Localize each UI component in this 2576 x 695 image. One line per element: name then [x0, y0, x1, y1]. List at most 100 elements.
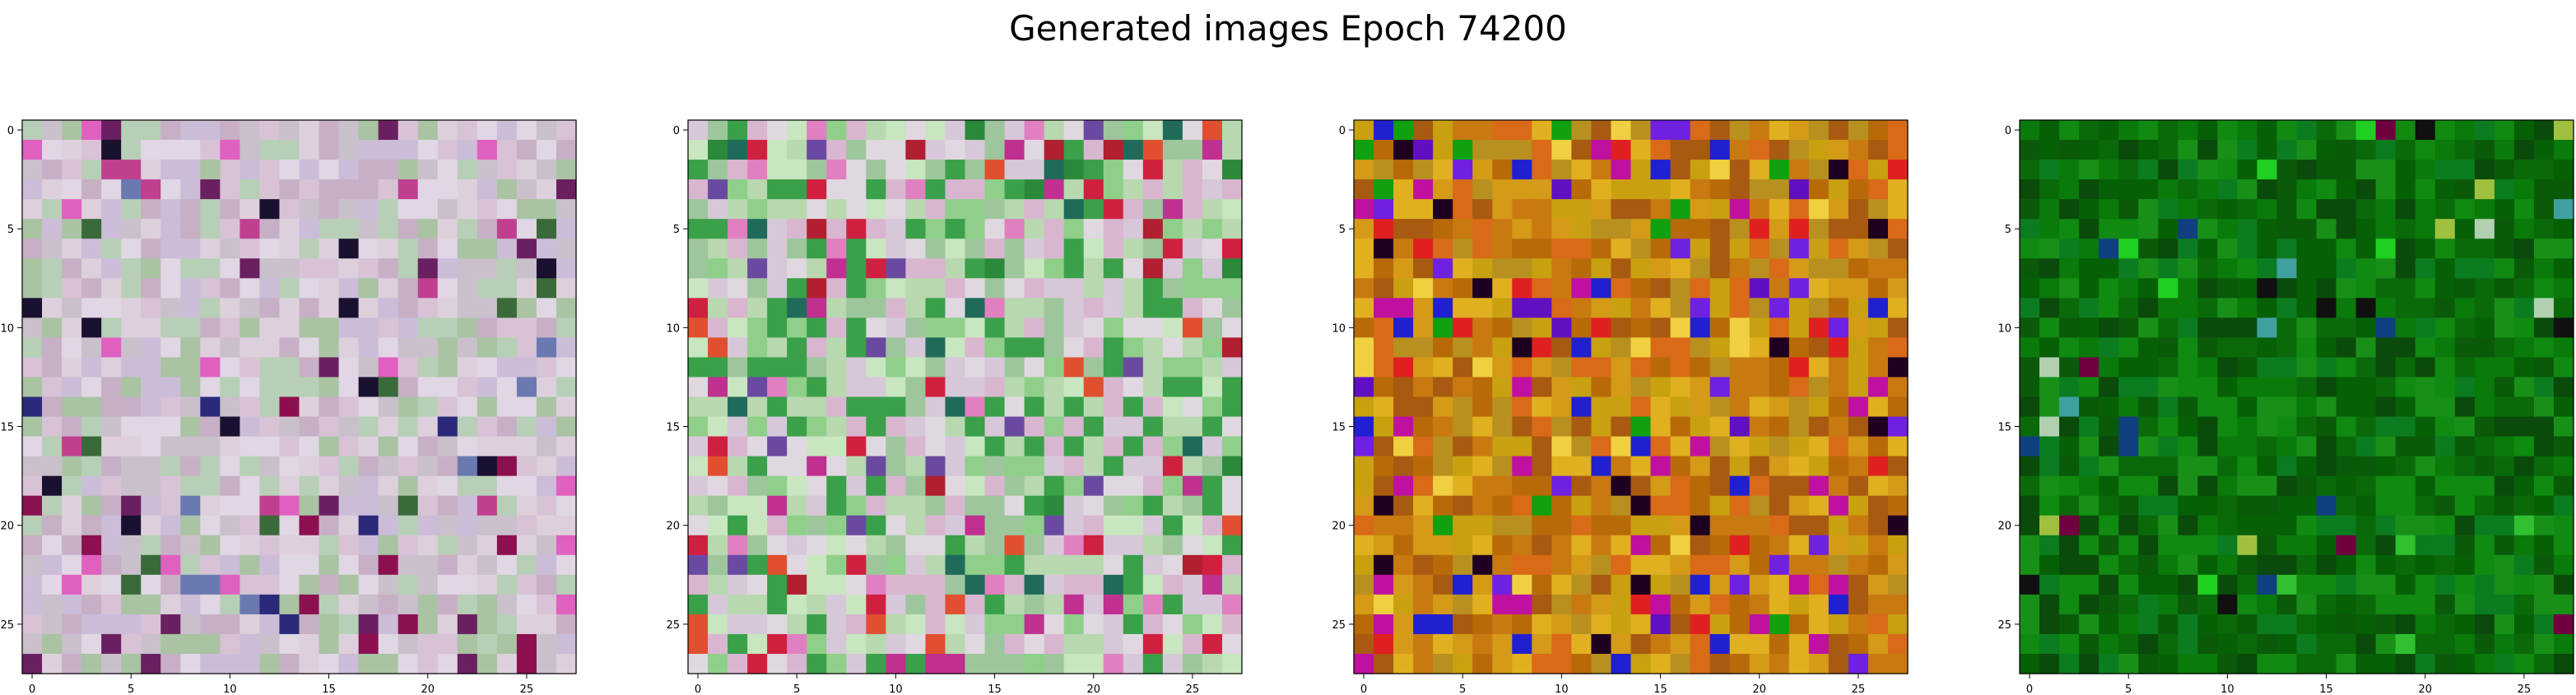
pixel-cell: [1004, 554, 1025, 576]
pixel-cell: [2118, 219, 2139, 239]
pixel-cell: [1413, 179, 1434, 200]
pixel-cell: [2257, 278, 2278, 299]
pixel-cell: [1182, 515, 1203, 536]
pixel-cell: [2178, 140, 2198, 160]
pixel-cell: [886, 140, 906, 160]
pixel-cell: [180, 278, 201, 299]
pixel-cell: [1103, 475, 1124, 497]
pixel-cell: [417, 377, 439, 398]
pixel-cell: [708, 219, 728, 239]
pixel-cell: [2316, 554, 2337, 576]
pixel-cell: [81, 278, 102, 299]
pixel-cell: [2178, 436, 2198, 457]
pixel-cell: [2197, 160, 2218, 180]
pixel-cell: [1142, 456, 1164, 477]
pixel-cell: [536, 436, 557, 457]
x-tick-label: 10: [223, 683, 237, 695]
pixel-cell: [2118, 317, 2139, 338]
pixel-cell: [846, 475, 867, 497]
pixel-cell: [417, 298, 439, 318]
pixel-cell: [160, 515, 181, 536]
pixel-cell: [1004, 219, 1025, 239]
pixel-cell: [42, 120, 63, 141]
pixel-cell: [1103, 160, 1124, 180]
pixel-cell: [22, 337, 43, 359]
pixel-cell: [180, 515, 201, 536]
pixel-cell: [2079, 475, 2099, 497]
pixel-cell: [787, 554, 807, 576]
pixel-cell: [747, 258, 768, 279]
pixel-cell: [1848, 258, 1869, 279]
pixel-cell: [965, 377, 986, 398]
pixel-cell: [200, 160, 221, 180]
pixel-cell: [2217, 396, 2238, 418]
pixel-cell: [1848, 199, 1869, 220]
pixel-cell: [2099, 317, 2119, 338]
pixel-cell: [807, 317, 827, 338]
pixel-cell: [2257, 653, 2278, 674]
pixel-cell: [220, 357, 240, 378]
pixel-cell: [1083, 495, 1104, 517]
pixel-cell: [846, 179, 867, 200]
pixel-cell: [457, 160, 478, 180]
pixel-cell: [945, 535, 966, 556]
y-tick-label: 5: [673, 224, 680, 236]
pixel-cell: [437, 298, 458, 318]
pixel-cell: [62, 653, 82, 674]
pixel-cell: [2395, 535, 2416, 556]
pixel-cell: [1867, 219, 1889, 239]
pixel-cell: [2553, 475, 2574, 497]
pixel-cell: [319, 554, 340, 576]
pixel-cell: [1393, 160, 1414, 180]
pixel-cell: [220, 140, 240, 160]
pixel-cell: [2533, 456, 2555, 477]
pixel-cell: [516, 239, 537, 259]
pixel-cell: [2138, 653, 2159, 674]
pixel-cell: [319, 120, 340, 141]
pixel-cell: [81, 574, 102, 595]
pixel-cell: [984, 554, 1006, 576]
pixel-cell: [1769, 258, 1790, 279]
pixel-cell: [338, 475, 360, 497]
pixel-cell: [2494, 278, 2515, 299]
pixel-cell: [708, 574, 728, 595]
pixel-cell: [2375, 239, 2397, 259]
pixel-cell: [1221, 317, 1243, 338]
pixel-cell: [945, 199, 966, 220]
pixel-cell: [2158, 475, 2178, 497]
pixel-cell: [477, 436, 498, 457]
pixel-cell: [1123, 554, 1144, 576]
pixel-cell: [101, 495, 122, 517]
pixel-cell: [2158, 535, 2178, 556]
pixel-cell: [2553, 535, 2574, 556]
pixel-cell: [2039, 179, 2060, 200]
pixel-cell: [220, 594, 240, 615]
pixel-cell: [2217, 456, 2238, 477]
pixel-cell: [905, 160, 927, 180]
pixel-cell: [141, 554, 161, 576]
pixel-cell: [1808, 278, 1830, 299]
pixel-cell: [319, 436, 340, 457]
pixel-cell: [279, 495, 300, 517]
pixel-cell: [62, 179, 82, 200]
pixel-cell: [1749, 120, 1770, 141]
pixel-cell: [1182, 179, 1203, 200]
pixel-cell: [2020, 396, 2040, 418]
pixel-cell: [846, 614, 867, 635]
pixel-cell: [437, 416, 458, 438]
pixel-cell: [1670, 199, 1691, 220]
pixel-cell: [259, 219, 281, 239]
pixel-cell: [22, 258, 43, 279]
pixel-cell: [279, 475, 300, 497]
pixel-cell: [2257, 594, 2278, 615]
pixel-cell: [2217, 160, 2238, 180]
pixel-cell: [279, 436, 300, 457]
pixel-cell: [2217, 219, 2238, 239]
pixel-cell: [22, 515, 43, 536]
pixel-cell: [905, 140, 927, 160]
pixel-cell: [220, 495, 240, 517]
pixel-cell: [1769, 239, 1790, 259]
pixel-cell: [866, 475, 886, 497]
pixel-cell: [457, 436, 478, 457]
pixel-cell: [866, 554, 886, 576]
